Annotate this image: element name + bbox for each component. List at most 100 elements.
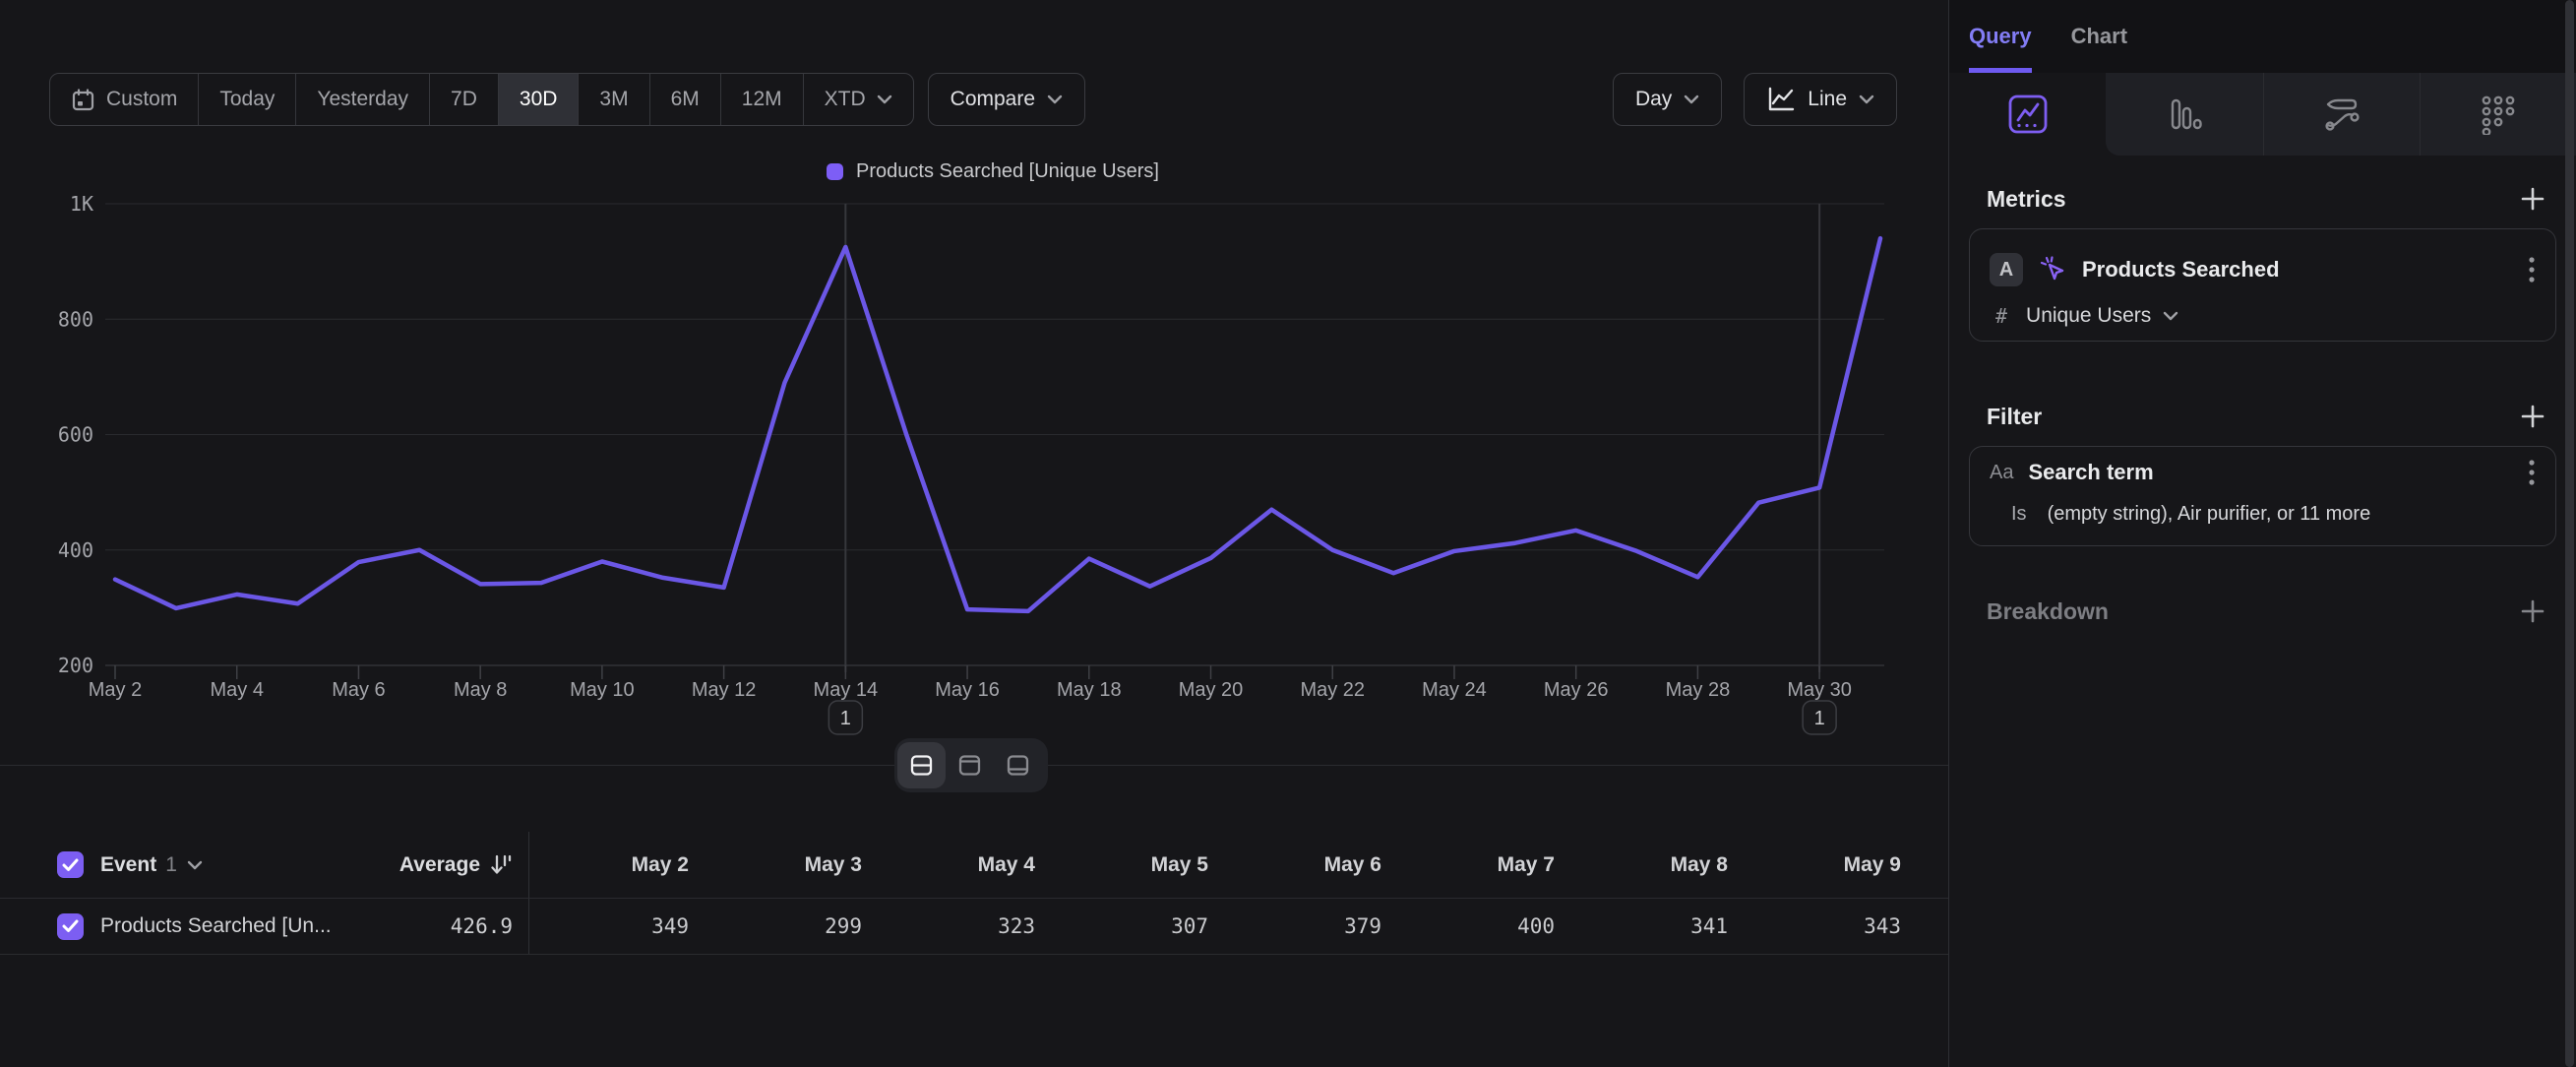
metrics-section-header: Metrics bbox=[1949, 181, 2576, 217]
svg-text:May 22: May 22 bbox=[1300, 679, 1365, 701]
granularity-button[interactable]: Day bbox=[1613, 73, 1722, 126]
range-button-xtd[interactable]: XTD bbox=[803, 74, 913, 125]
select-all-checkbox[interactable] bbox=[57, 851, 84, 878]
split-view-icon bbox=[908, 752, 935, 779]
line-chart-icon bbox=[1766, 86, 1796, 113]
chart-type-button[interactable]: Line bbox=[1744, 73, 1897, 126]
event-cursor-icon bbox=[2038, 254, 2069, 285]
range-button-3m[interactable]: 3M bbox=[578, 74, 648, 125]
tab-chart[interactable]: Chart bbox=[2071, 0, 2127, 73]
range-button-6m[interactable]: 6M bbox=[649, 74, 720, 125]
layout-toggle bbox=[894, 738, 1048, 792]
svg-text:1K: 1K bbox=[70, 192, 93, 216]
filter-value[interactable]: (empty string), Air purifier, or 11 more bbox=[2048, 503, 2371, 526]
event-row-cell: Products Searched [Un... 426.9 bbox=[0, 899, 529, 954]
sort-descending-icon[interactable] bbox=[489, 853, 513, 877]
range-button-yesterday[interactable]: Yesterday bbox=[295, 74, 429, 125]
measurement-selector[interactable]: Unique Users bbox=[2026, 304, 2151, 328]
analytics-report-page: 2004006008001KMay 2May 4May 6May 8May 10… bbox=[0, 0, 2576, 1067]
chevron-down-icon[interactable] bbox=[187, 860, 203, 870]
tab-insights[interactable] bbox=[1949, 73, 2106, 156]
legend-label: Products Searched [Unique Users] bbox=[856, 160, 1159, 183]
metric-letter-badge: A bbox=[1990, 253, 2023, 286]
sidebar-scrollbar[interactable] bbox=[2565, 0, 2574, 1067]
filter-title: Filter bbox=[1987, 404, 2042, 430]
events-table: Event 1 Average May 2 May 3 bbox=[0, 832, 1948, 955]
average-column-label: Average bbox=[399, 853, 480, 877]
add-filter-button[interactable] bbox=[2519, 403, 2546, 430]
report-type-tabs bbox=[1949, 73, 2576, 156]
chevron-down-icon bbox=[1859, 94, 1874, 104]
range-button-7d[interactable]: 7D bbox=[429, 74, 498, 125]
chart-only-view-icon bbox=[956, 752, 983, 779]
filter-section-header: Filter bbox=[1949, 399, 2576, 434]
svg-text:May 26: May 26 bbox=[1544, 679, 1609, 701]
tab-retention[interactable] bbox=[2420, 73, 2576, 156]
svg-text:600: 600 bbox=[58, 423, 93, 447]
svg-text:May 10: May 10 bbox=[570, 679, 635, 701]
table-row: Products Searched [Un... 426.9 349 299 3… bbox=[0, 899, 1948, 955]
main-panel: 2004006008001KMay 2May 4May 6May 8May 10… bbox=[0, 0, 1949, 1067]
data-cell: 299 bbox=[703, 914, 876, 938]
legend-swatch-icon bbox=[827, 163, 843, 180]
date-column-header: May 7 bbox=[1395, 853, 1568, 877]
svg-text:1: 1 bbox=[840, 708, 851, 729]
check-icon bbox=[62, 858, 79, 872]
svg-text:200: 200 bbox=[58, 654, 93, 677]
svg-text:May 6: May 6 bbox=[332, 679, 385, 701]
chart-only-view-button[interactable] bbox=[946, 742, 994, 788]
svg-text:400: 400 bbox=[58, 538, 93, 562]
series-checkbox[interactable] bbox=[57, 913, 84, 940]
svg-text:1: 1 bbox=[1814, 708, 1825, 729]
svg-text:May 12: May 12 bbox=[692, 679, 757, 701]
data-cell: 341 bbox=[1568, 914, 1742, 938]
range-button-30d[interactable]: 30D bbox=[498, 74, 579, 125]
svg-text:May 4: May 4 bbox=[210, 679, 263, 701]
svg-text:May 8: May 8 bbox=[454, 679, 507, 701]
range-label: Custom bbox=[106, 88, 177, 111]
filter-menu-button[interactable] bbox=[2528, 457, 2536, 488]
query-sidebar: Query Chart bbox=[1949, 0, 2576, 1067]
chart-legend: Products Searched [Unique Users] bbox=[105, 160, 1880, 183]
string-property-icon: Aa bbox=[1990, 462, 2013, 484]
funnels-icon bbox=[2165, 94, 2204, 134]
metric-card[interactable]: A Products Searched # Unique Users bbox=[1969, 228, 2556, 342]
chevron-down-icon[interactable] bbox=[2163, 311, 2178, 321]
tab-query[interactable]: Query bbox=[1969, 0, 2032, 73]
tab-flows[interactable] bbox=[2263, 73, 2420, 156]
compare-button[interactable]: Compare bbox=[928, 73, 1085, 126]
filter-operator[interactable]: Is bbox=[2011, 503, 2027, 526]
event-count: 1 bbox=[165, 853, 177, 877]
date-column-header: May 2 bbox=[529, 853, 703, 877]
date-column-header: May 4 bbox=[876, 853, 1049, 877]
date-range-control: Custom Today Yesterday 7D 30D 3M 6M 12M … bbox=[49, 73, 914, 126]
filter-property-name: Search term bbox=[2028, 460, 2153, 485]
data-cell: 400 bbox=[1395, 914, 1568, 938]
add-metric-button[interactable] bbox=[2519, 185, 2546, 213]
range-button-custom[interactable]: Custom bbox=[50, 74, 198, 125]
date-column-header: May 5 bbox=[1049, 853, 1222, 877]
chart-toolbar: Custom Today Yesterday 7D 30D 3M 6M 12M … bbox=[49, 73, 1897, 126]
split-view-button[interactable] bbox=[897, 742, 946, 788]
svg-text:May 20: May 20 bbox=[1179, 679, 1244, 701]
table-only-view-button[interactable] bbox=[994, 742, 1042, 788]
breakdown-title: Breakdown bbox=[1987, 598, 2109, 625]
data-cell: 349 bbox=[529, 914, 703, 938]
add-breakdown-button[interactable] bbox=[2519, 597, 2546, 625]
svg-text:May 24: May 24 bbox=[1422, 679, 1487, 701]
metrics-title: Metrics bbox=[1987, 186, 2066, 213]
svg-text:May 28: May 28 bbox=[1666, 679, 1731, 701]
data-cell: 323 bbox=[876, 914, 1049, 938]
svg-text:May 30: May 30 bbox=[1787, 679, 1852, 701]
svg-text:May 14: May 14 bbox=[814, 679, 879, 701]
range-button-12m[interactable]: 12M bbox=[720, 74, 803, 125]
series-label: Products Searched [Un... bbox=[100, 914, 332, 938]
flows-icon bbox=[2321, 94, 2362, 135]
svg-text:May 16: May 16 bbox=[935, 679, 1000, 701]
sidebar-tabs: Query Chart bbox=[1949, 0, 2576, 73]
filter-card[interactable]: Aa Search term Is (empty string), Air pu… bbox=[1969, 446, 2556, 546]
tab-funnels[interactable] bbox=[2106, 73, 2262, 156]
range-button-today[interactable]: Today bbox=[198, 74, 295, 125]
metric-menu-button[interactable] bbox=[2528, 254, 2536, 285]
event-column-label: Event bbox=[100, 853, 156, 877]
